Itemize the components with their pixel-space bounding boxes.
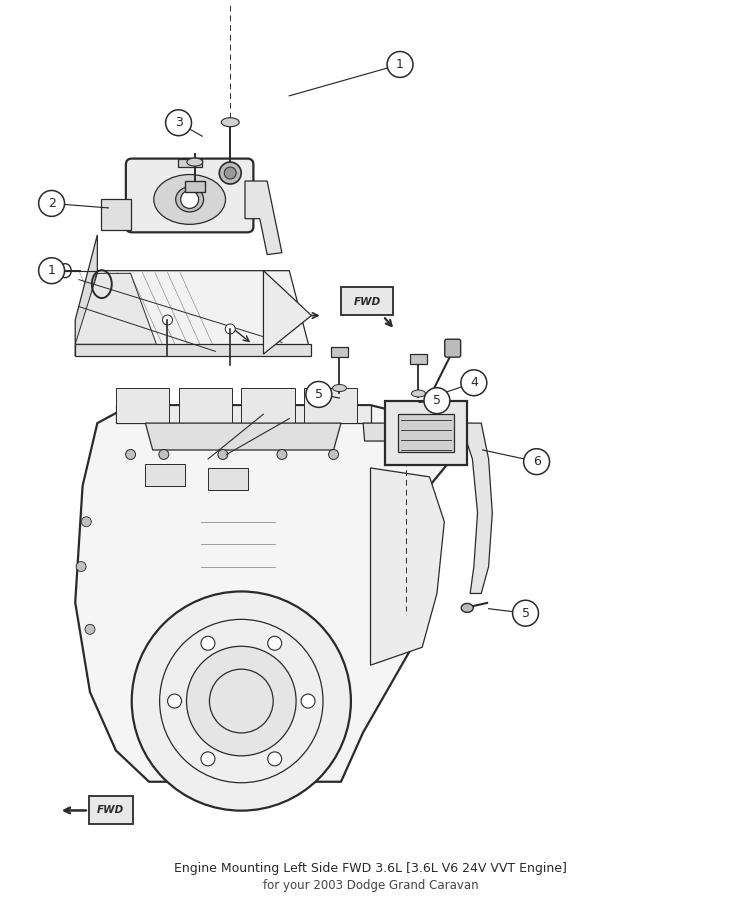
Circle shape xyxy=(387,51,413,77)
Circle shape xyxy=(218,449,227,460)
Text: for your 2003 Dodge Grand Caravan: for your 2003 Dodge Grand Caravan xyxy=(263,879,478,892)
Circle shape xyxy=(167,694,182,708)
Polygon shape xyxy=(459,423,492,593)
Circle shape xyxy=(162,315,173,325)
Circle shape xyxy=(39,191,64,216)
Ellipse shape xyxy=(333,384,347,392)
Polygon shape xyxy=(75,274,156,344)
Circle shape xyxy=(82,517,91,526)
Polygon shape xyxy=(363,423,399,441)
Bar xyxy=(178,158,202,166)
Bar xyxy=(89,796,133,824)
Circle shape xyxy=(524,449,550,474)
Text: Engine Mounting Left Side FWD 3.6L [3.6L V6 24V VVT Engine]: Engine Mounting Left Side FWD 3.6L [3.6L… xyxy=(174,862,567,875)
Circle shape xyxy=(513,600,539,626)
Text: 1: 1 xyxy=(396,58,404,71)
Text: FWD: FWD xyxy=(353,297,381,307)
Polygon shape xyxy=(116,405,370,423)
Polygon shape xyxy=(75,235,97,356)
Circle shape xyxy=(225,324,235,334)
Bar xyxy=(179,388,232,423)
Circle shape xyxy=(461,370,487,396)
FancyBboxPatch shape xyxy=(445,339,461,357)
Circle shape xyxy=(225,167,236,179)
Circle shape xyxy=(159,449,169,460)
Ellipse shape xyxy=(222,118,239,127)
FancyBboxPatch shape xyxy=(41,263,53,279)
Circle shape xyxy=(277,449,287,460)
Ellipse shape xyxy=(154,175,225,224)
Ellipse shape xyxy=(187,158,203,166)
Text: 3: 3 xyxy=(175,116,182,130)
Text: 5: 5 xyxy=(315,388,323,400)
FancyBboxPatch shape xyxy=(410,354,428,364)
Text: 1: 1 xyxy=(47,265,56,277)
Polygon shape xyxy=(75,344,311,356)
Text: 2: 2 xyxy=(47,197,56,210)
FancyBboxPatch shape xyxy=(126,158,253,232)
Polygon shape xyxy=(75,271,311,356)
Ellipse shape xyxy=(411,390,425,397)
Circle shape xyxy=(219,162,242,184)
Text: 6: 6 xyxy=(533,455,540,468)
Circle shape xyxy=(132,591,351,811)
Bar xyxy=(208,468,248,490)
Bar xyxy=(341,287,393,315)
Circle shape xyxy=(125,449,136,460)
Text: 4: 4 xyxy=(470,376,478,390)
Circle shape xyxy=(76,562,86,572)
Circle shape xyxy=(306,382,332,408)
Bar xyxy=(398,414,453,452)
Circle shape xyxy=(181,191,199,209)
Circle shape xyxy=(85,625,95,634)
FancyBboxPatch shape xyxy=(185,181,205,192)
Polygon shape xyxy=(145,423,341,450)
Circle shape xyxy=(328,449,339,460)
Ellipse shape xyxy=(461,603,473,612)
Polygon shape xyxy=(101,199,130,230)
Circle shape xyxy=(301,694,315,708)
Circle shape xyxy=(424,388,450,414)
Circle shape xyxy=(165,110,191,136)
Polygon shape xyxy=(370,468,445,665)
Circle shape xyxy=(201,636,215,650)
Circle shape xyxy=(39,257,64,284)
Polygon shape xyxy=(75,405,452,782)
Circle shape xyxy=(268,636,282,650)
Bar xyxy=(116,388,169,423)
Polygon shape xyxy=(264,271,311,354)
Circle shape xyxy=(268,752,282,766)
Circle shape xyxy=(201,752,215,766)
FancyBboxPatch shape xyxy=(385,401,467,465)
Text: FWD: FWD xyxy=(97,806,124,815)
Polygon shape xyxy=(245,181,282,255)
Text: 5: 5 xyxy=(433,394,441,407)
Circle shape xyxy=(187,646,296,756)
Ellipse shape xyxy=(176,187,204,212)
Bar xyxy=(304,388,357,423)
FancyBboxPatch shape xyxy=(330,347,348,357)
Text: 5: 5 xyxy=(522,607,530,620)
Bar xyxy=(242,388,295,423)
Bar xyxy=(145,464,185,486)
